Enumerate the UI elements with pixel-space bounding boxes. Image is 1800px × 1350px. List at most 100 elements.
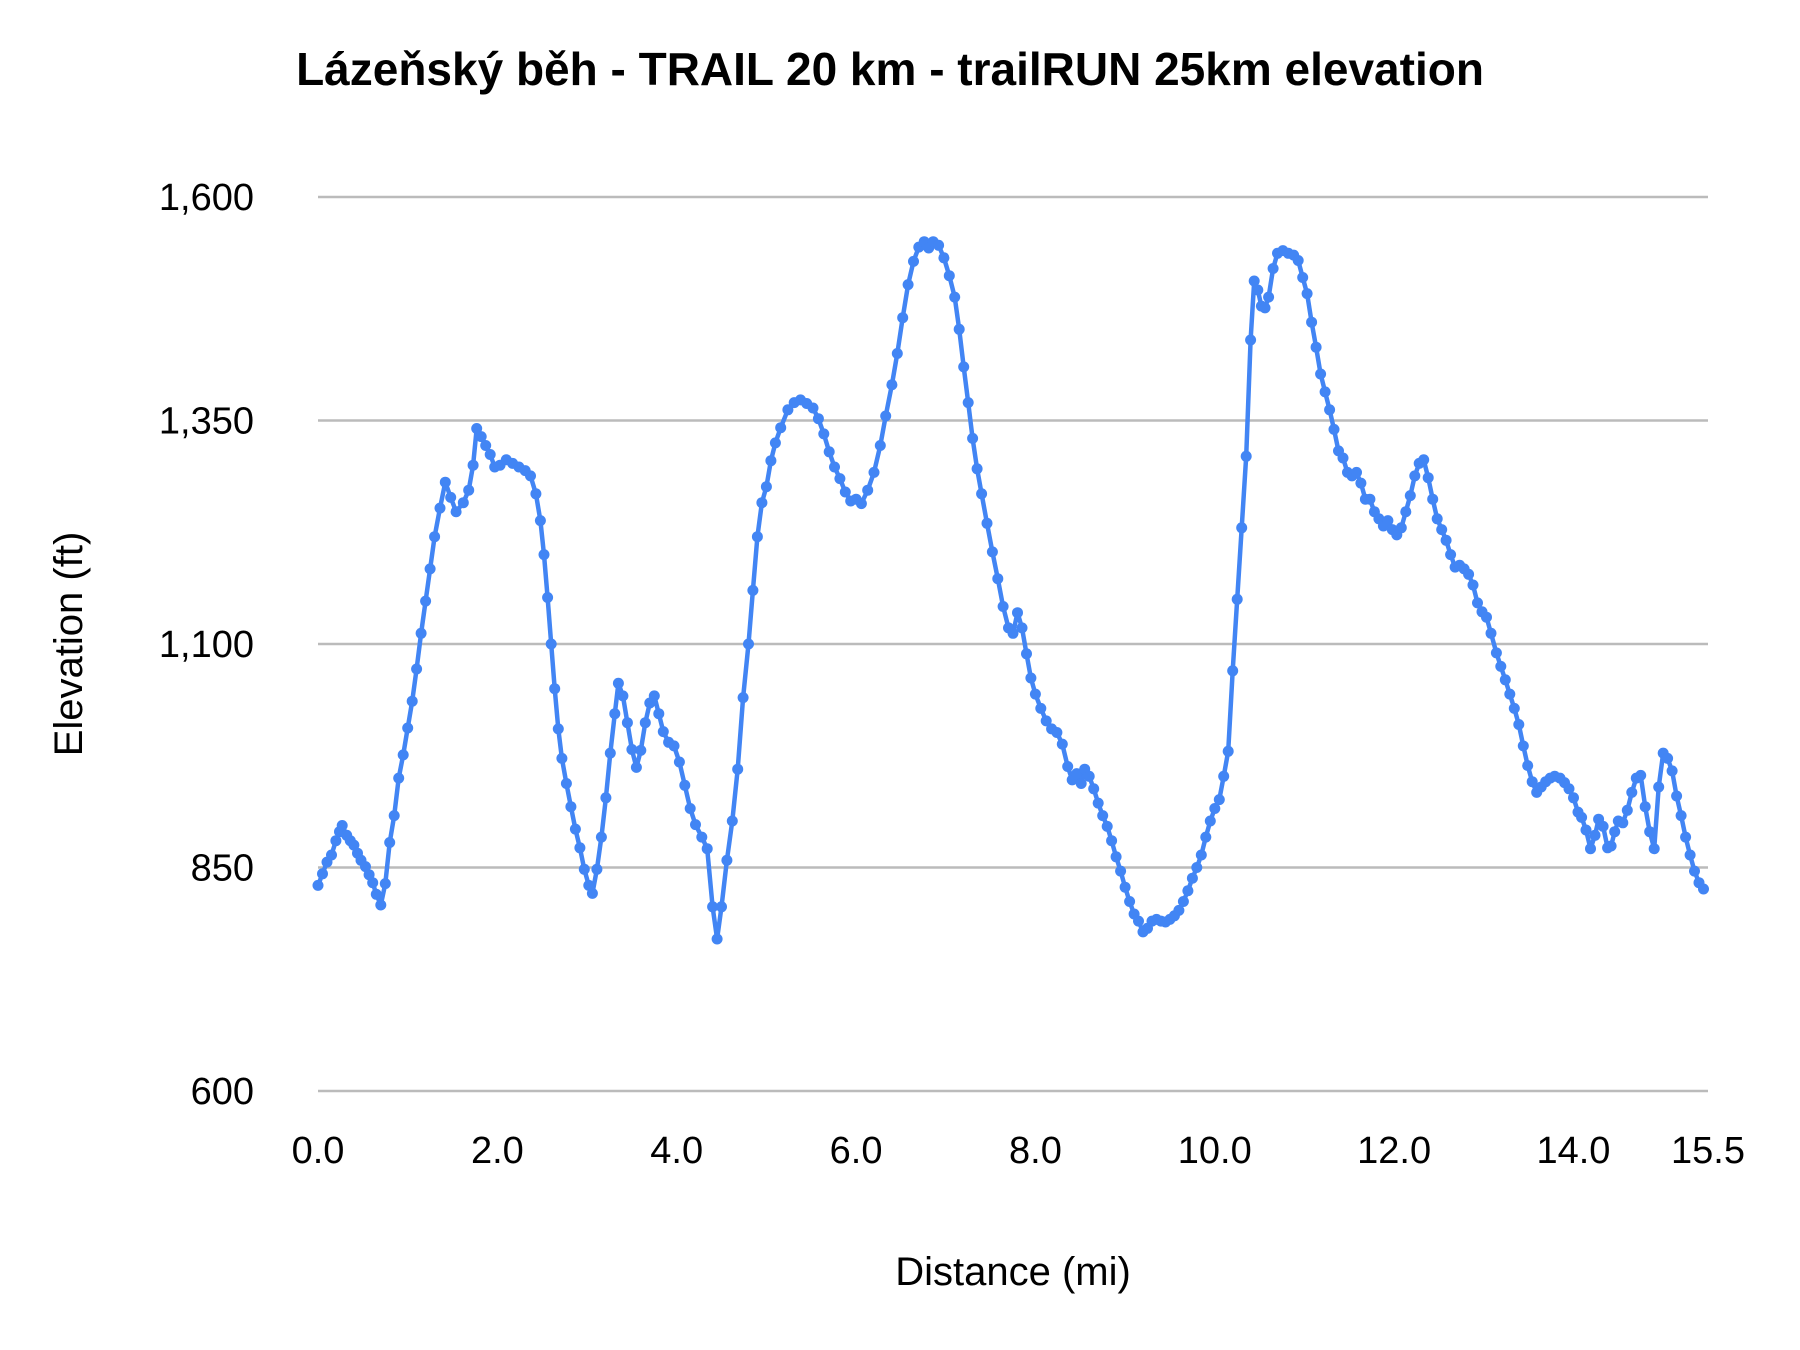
elevation-point[interactable]: [1218, 770, 1230, 782]
elevation-point[interactable]: [384, 837, 396, 848]
elevation-point[interactable]: [971, 463, 983, 475]
elevation-point[interactable]: [1051, 727, 1063, 738]
elevation-point[interactable]: [317, 868, 328, 880]
elevation-point[interactable]: [1173, 904, 1185, 916]
elevation-point[interactable]: [1400, 506, 1412, 518]
elevation-point[interactable]: [549, 683, 561, 695]
elevation-point[interactable]: [1200, 831, 1212, 843]
elevation-point[interactable]: [560, 778, 572, 789]
elevation-point[interactable]: [701, 843, 713, 855]
elevation-point[interactable]: [765, 455, 777, 467]
elevation-point[interactable]: [1263, 291, 1275, 303]
elevation-point[interactable]: [943, 270, 955, 282]
elevation-point[interactable]: [556, 752, 568, 764]
elevation-point[interactable]: [326, 849, 337, 861]
elevation-point[interactable]: [1106, 835, 1118, 847]
elevation-point[interactable]: [976, 488, 988, 500]
elevation-point[interactable]: [953, 323, 965, 335]
elevation-point[interactable]: [402, 722, 414, 734]
elevation-point[interactable]: [1088, 783, 1100, 795]
elevation-point[interactable]: [569, 823, 581, 835]
elevation-point[interactable]: [1306, 316, 1318, 328]
elevation-point[interactable]: [415, 627, 427, 639]
elevation-point[interactable]: [621, 717, 633, 729]
elevation-point[interactable]: [648, 690, 660, 702]
elevation-point[interactable]: [1301, 288, 1313, 300]
elevation-point[interactable]: [732, 763, 744, 775]
elevation-point[interactable]: [370, 888, 382, 900]
elevation-point[interactable]: [1195, 849, 1207, 861]
elevation-point[interactable]: [1675, 810, 1687, 822]
elevation-point[interactable]: [1259, 302, 1271, 314]
elevation-point[interactable]: [1605, 840, 1617, 852]
elevation-point[interactable]: [1422, 472, 1434, 484]
elevation-point[interactable]: [1016, 622, 1028, 634]
elevation-point[interactable]: [1508, 702, 1520, 714]
elevation-point[interactable]: [1209, 803, 1221, 814]
elevation-point[interactable]: [1012, 607, 1023, 619]
elevation-point[interactable]: [434, 502, 446, 514]
elevation-point[interactable]: [578, 863, 590, 875]
elevation-point[interactable]: [1427, 493, 1439, 505]
elevation-point[interactable]: [379, 878, 391, 890]
elevation-point[interactable]: [880, 410, 892, 422]
elevation-point[interactable]: [1029, 688, 1041, 700]
elevation-point[interactable]: [769, 437, 781, 449]
elevation-point[interactable]: [1337, 452, 1349, 464]
elevation-point[interactable]: [891, 348, 903, 359]
elevation-point[interactable]: [565, 801, 577, 813]
elevation-point[interactable]: [1092, 797, 1104, 809]
elevation-point[interactable]: [1653, 781, 1665, 793]
elevation-point[interactable]: [1186, 872, 1198, 884]
elevation-point[interactable]: [967, 432, 979, 444]
elevation-point[interactable]: [388, 810, 400, 822]
elevation-point[interactable]: [312, 879, 324, 891]
elevation-point[interactable]: [1418, 454, 1430, 466]
elevation-point[interactable]: [1177, 896, 1189, 907]
elevation-point[interactable]: [747, 584, 759, 596]
elevation-point[interactable]: [958, 361, 970, 373]
elevation-point[interactable]: [1513, 719, 1525, 730]
elevation-point[interactable]: [1310, 341, 1322, 353]
elevation-point[interactable]: [604, 747, 616, 759]
elevation-point[interactable]: [829, 461, 840, 473]
elevation-point[interactable]: [908, 255, 919, 267]
elevation-point[interactable]: [1231, 593, 1243, 605]
elevation-point[interactable]: [450, 506, 462, 518]
elevation-point[interactable]: [1431, 513, 1443, 525]
elevation-point[interactable]: [1409, 470, 1421, 482]
elevation-point[interactable]: [653, 708, 665, 720]
elevation-point[interactable]: [684, 803, 696, 814]
elevation-point[interactable]: [743, 638, 754, 650]
elevation-point[interactable]: [609, 708, 621, 720]
elevation-point[interactable]: [457, 497, 469, 509]
elevation-point[interactable]: [818, 428, 830, 440]
elevation-point[interactable]: [1395, 522, 1407, 534]
elevation-point[interactable]: [737, 692, 749, 704]
elevation-point[interactable]: [834, 473, 846, 485]
elevation-point[interactable]: [679, 779, 691, 791]
elevation-point[interactable]: [626, 744, 638, 755]
elevation-point[interactable]: [542, 592, 554, 603]
elevation-point[interactable]: [1698, 883, 1709, 895]
elevation-point[interactable]: [807, 402, 819, 414]
elevation-point[interactable]: [711, 933, 723, 945]
elevation-point[interactable]: [1648, 843, 1660, 855]
elevation-point[interactable]: [1213, 794, 1225, 806]
elevation-point[interactable]: [475, 431, 487, 443]
elevation-point[interactable]: [1119, 881, 1131, 893]
elevation-point[interactable]: [1062, 761, 1074, 772]
elevation-point[interactable]: [1035, 702, 1047, 714]
elevation-point[interactable]: [1115, 865, 1127, 877]
elevation-point[interactable]: [1040, 715, 1052, 727]
elevation-point[interactable]: [1680, 831, 1692, 843]
elevation-point[interactable]: [1684, 849, 1696, 861]
elevation-point[interactable]: [480, 440, 492, 451]
elevation-point[interactable]: [862, 484, 874, 496]
elevation-point[interactable]: [1204, 815, 1216, 827]
elevation-point[interactable]: [1621, 804, 1633, 816]
elevation-point[interactable]: [673, 756, 685, 768]
elevation-point[interactable]: [420, 595, 432, 607]
elevation-point[interactable]: [552, 723, 564, 735]
elevation-point[interactable]: [1236, 522, 1248, 534]
